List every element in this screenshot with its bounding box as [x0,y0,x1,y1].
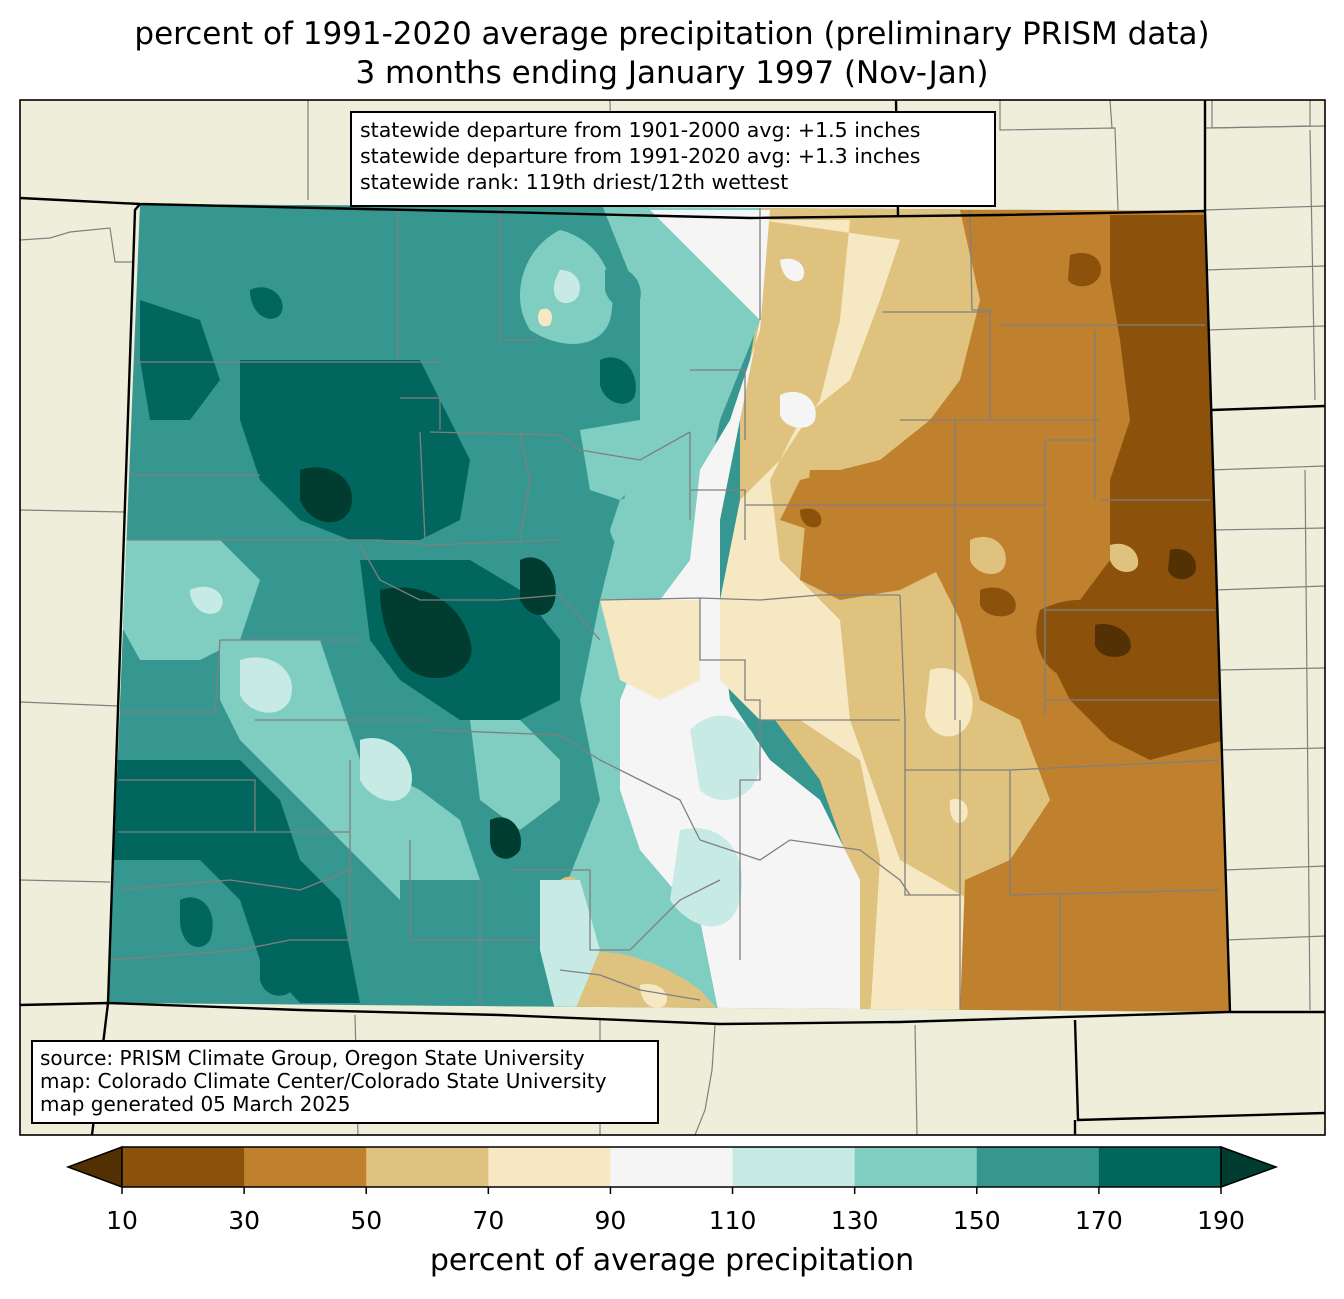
map-title-line1: percent of 1991-2020 average precipitati… [134,16,1210,52]
source-line-1: source: PRISM Climate Group, Oregon Stat… [40,1046,585,1070]
stats-line-2: statewide departure from 1991-2020 avg: … [360,144,921,168]
colorbar-bin-170-190 [1098,1147,1222,1187]
source-line-3: map generated 05 March 2025 [40,1092,351,1116]
colorbar-tick-label: 110 [708,1206,757,1235]
colorbar-bin-90-110 [610,1147,734,1187]
colorbar-bin-110-130 [732,1147,856,1187]
colorbar-extend-high [1220,1145,1279,1189]
colorbar-bin-70-90 [488,1147,611,1187]
colorbar-tick-label: 70 [472,1206,505,1235]
stats-line-1: statewide departure from 1901-2000 avg: … [360,118,921,142]
colorbar-bin-30-50 [244,1147,367,1187]
stats-line-3: statewide rank: 119th driest/12th wettes… [360,170,789,194]
map-frame [19,99,1326,1136]
colorbar-bin-150-170 [976,1147,1100,1187]
colorbar-bin-10-30 [122,1147,245,1187]
source-line-2: map: Colorado Climate Center/Colorado St… [40,1069,607,1093]
colorbar-tick-label: 130 [830,1206,879,1235]
colorbar-tick-label: 150 [952,1206,1001,1235]
colorbar-tick-label: 10 [106,1206,138,1235]
precip-field [108,204,1230,1012]
county-lines [109,205,1221,1010]
colorbar-label: percent of average precipitation [429,1243,915,1278]
map-title-line2: 3 months ending January 1997 (Nov-Jan) [355,55,989,91]
neighbor-county-lines [20,100,1325,1135]
colorbar-extend-low [65,1145,123,1189]
colorbar [65,1145,1279,1194]
colorbar-bin-130-150 [854,1147,978,1187]
colorbar-tick-label: 170 [1075,1206,1123,1235]
colorbar-tick-label: 90 [594,1206,627,1235]
colorbar-bin-50-70 [366,1147,489,1187]
stats-box: statewide departure from 1901-2000 avg: … [350,111,996,207]
source-box: source: PRISM Climate Group, Oregon Stat… [31,1040,659,1124]
colorbar-outline [121,1146,1222,1188]
colorbar-tick-label: 30 [228,1206,261,1235]
colorbar-tick-label: 190 [1197,1206,1245,1235]
colorbar-tick-label: 50 [350,1206,383,1235]
